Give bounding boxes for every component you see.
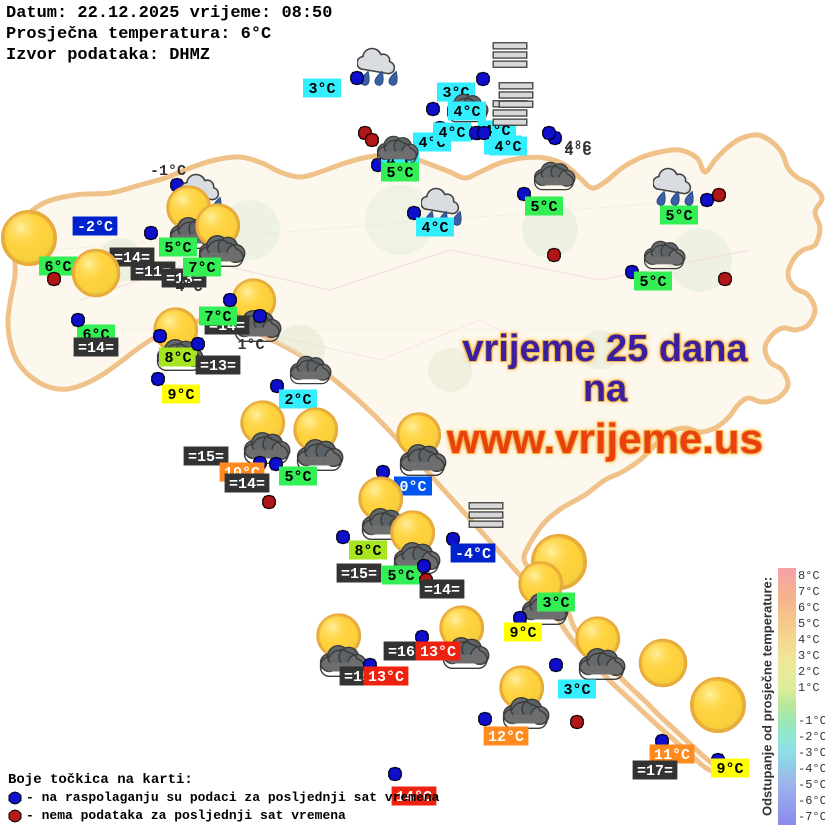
svg-text:7°C: 7°C	[204, 309, 231, 326]
svg-text:5°C: 5°C	[386, 165, 413, 182]
svg-text:5°C: 5°C	[164, 240, 191, 257]
svg-text:1°C: 1°C	[237, 337, 264, 354]
svg-text:5°C: 5°C	[665, 208, 692, 225]
svg-text:0°C: 0°C	[399, 479, 426, 496]
svg-text:5°C: 5°C	[387, 568, 414, 585]
svg-text:3°C: 3°C	[308, 81, 335, 98]
svg-text:5°C: 5°C	[284, 469, 311, 486]
svg-text:4°C: 4°C	[175, 279, 202, 296]
svg-text:4°C: 4°C	[438, 125, 465, 142]
svg-text:3°C: 3°C	[563, 682, 590, 699]
svg-text:5°C: 5°C	[639, 274, 666, 291]
svg-text:13°C: 13°C	[420, 644, 456, 661]
svg-text:9°C: 9°C	[509, 625, 536, 642]
svg-text:-4°C: -4°C	[455, 546, 491, 563]
svg-text:13°C: 13°C	[368, 669, 404, 686]
svg-text:=14=: =14=	[229, 476, 265, 493]
svg-text:=13=: =13=	[200, 358, 236, 375]
svg-text:=14=: =14=	[78, 340, 114, 357]
svg-text:=17=: =17=	[637, 763, 673, 780]
svg-text:=14=: =14=	[424, 582, 460, 599]
svg-text:12°C: 12°C	[488, 729, 524, 746]
svg-text:=15=: =15=	[341, 566, 377, 583]
svg-text:7°C: 7°C	[188, 260, 215, 277]
svg-text:8°C: 8°C	[164, 350, 191, 367]
svg-text:8°C: 8°C	[354, 543, 381, 560]
svg-text:=15=: =15=	[188, 449, 224, 466]
svg-text:4°C: 4°C	[421, 220, 448, 237]
svg-text:9°C: 9°C	[167, 387, 194, 404]
svg-text:9°C: 9°C	[716, 761, 743, 778]
svg-text:5°C: 5°C	[530, 199, 557, 216]
svg-text:2°C: 2°C	[284, 392, 311, 409]
svg-text:3°C: 3°C	[542, 595, 569, 612]
svg-text:4°C: 4°C	[564, 139, 591, 156]
svg-text:4°C: 4°C	[494, 139, 521, 156]
svg-text:4°C: 4°C	[453, 104, 480, 121]
svg-text:-1°C: -1°C	[150, 163, 186, 180]
svg-text:-2°C: -2°C	[77, 219, 113, 236]
